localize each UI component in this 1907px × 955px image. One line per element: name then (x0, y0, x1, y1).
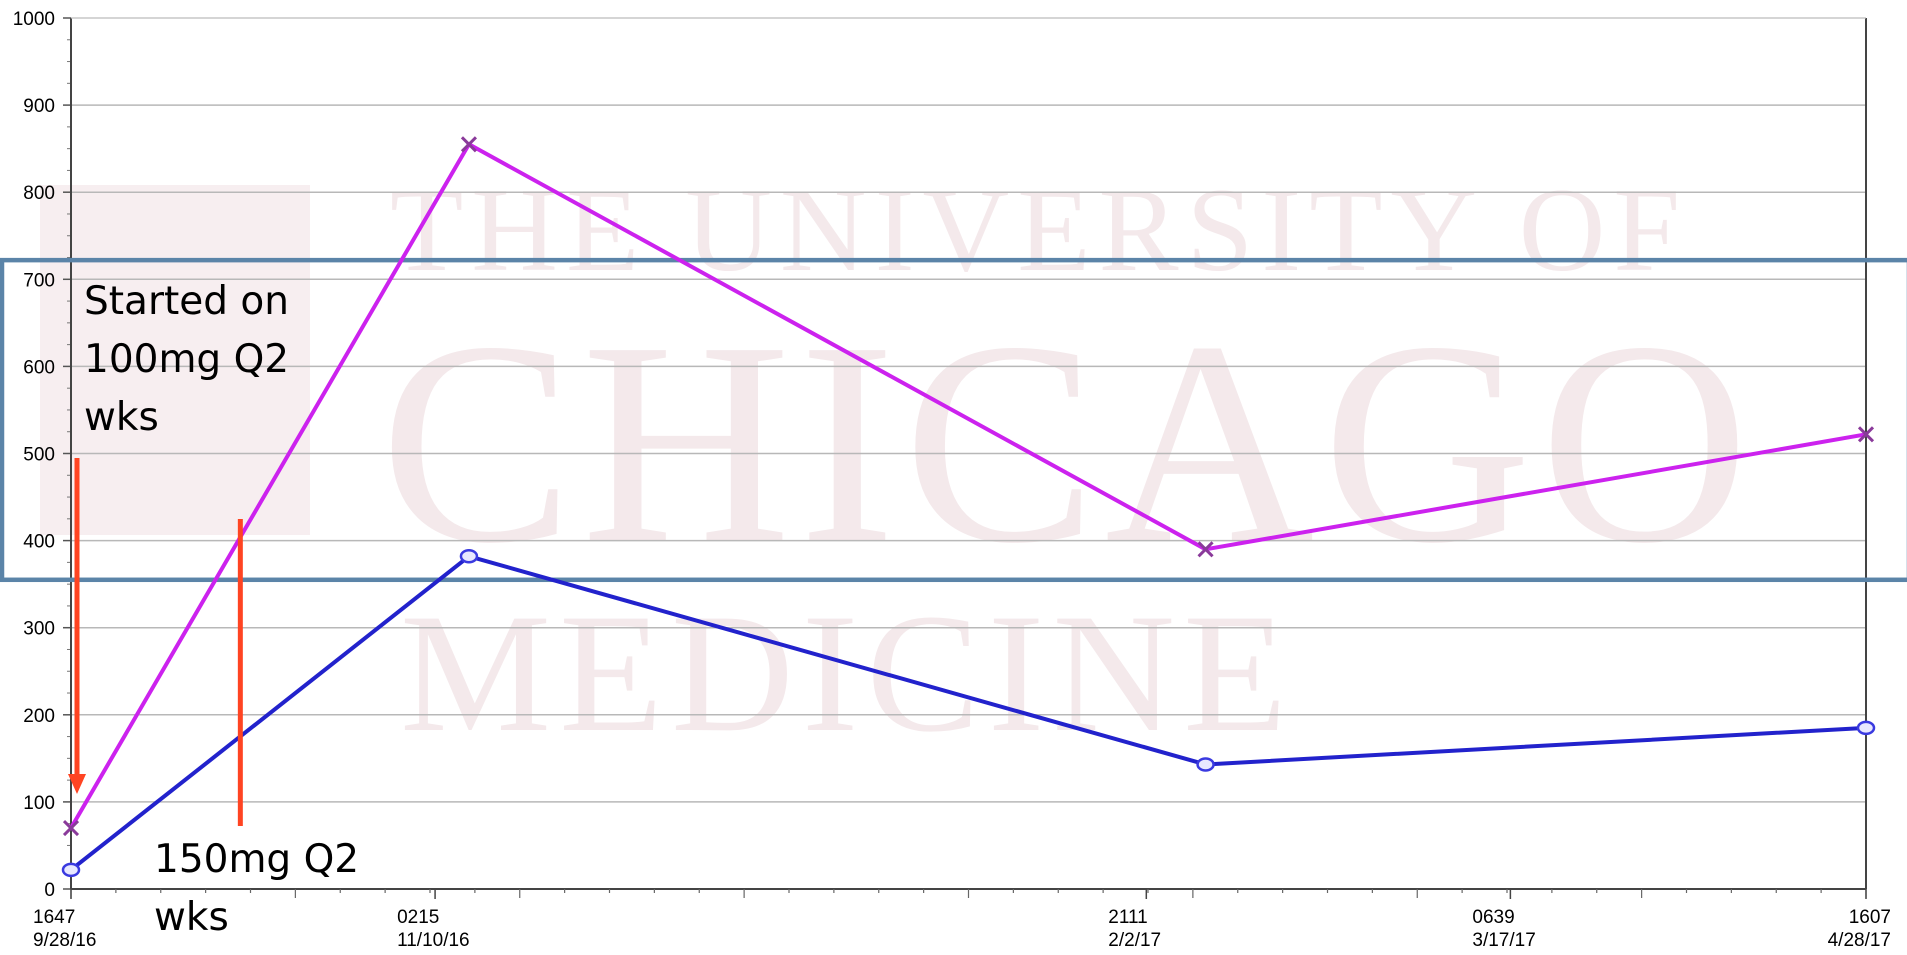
series-2-point (459, 549, 479, 564)
watermark-line-2: CHICAGO (380, 282, 1757, 603)
y-tick-label: 300 (23, 619, 55, 640)
x-tick-date-label: 11/10/16 (397, 930, 470, 951)
x-tick-time-label: 2111 (1108, 907, 1147, 928)
reference-band (0, 257, 1907, 583)
y-tick-label: 200 (23, 706, 55, 727)
series-line-1 (69, 142, 1867, 830)
y-tick-label: 600 (23, 357, 55, 378)
series-1-point (1197, 541, 1214, 558)
y-tick-label: 400 (23, 532, 55, 553)
axes: 0 100 200 300 400 500 600 700 800 900 1000 16479/28… (13, 9, 1891, 951)
watermark-line-3: MEDICINE (400, 579, 1295, 767)
watermark-line-1: THE UNIVERSITY OF (390, 163, 1688, 296)
y-tick-label: 700 (23, 270, 55, 291)
marker-stroke (1197, 541, 1214, 558)
reference-band-rect (0, 257, 1907, 583)
y-tick-label: 0 (44, 880, 55, 901)
annotations: Started on 100mg Q2 wks 150mg Q2 wks (68, 279, 359, 940)
x-tick-date-label: 3/17/17 (1472, 930, 1535, 951)
marker-stroke (1857, 426, 1875, 443)
x-tick-date-label: 2/2/17 (1108, 930, 1161, 951)
marker-stroke (460, 136, 478, 153)
x-tick-date-label: 4/28/17 (1828, 930, 1891, 951)
y-tick-label: 1000 (13, 9, 55, 30)
x-tick-time-label: 1607 (1849, 907, 1891, 928)
annotation-2-text: wks (154, 895, 229, 940)
y-tick-label: 900 (23, 96, 55, 117)
series-1-point (62, 819, 80, 837)
annotation-1-text: Started on (84, 279, 289, 324)
series-1-point (1857, 426, 1875, 443)
annotation-2-text: 150mg Q2 (154, 837, 359, 882)
x-tick-time-label: 1647 (33, 907, 75, 928)
x-tick-time-label: 0639 (1472, 907, 1514, 928)
series-layer (61, 136, 1876, 878)
watermark: THE UNIVERSITY OF CHICAGO MEDICINE (40, 163, 1757, 767)
x-tick-date-label: 9/28/16 (33, 930, 96, 951)
y-tick-label: 100 (23, 793, 55, 814)
annotation-1-text: 100mg Q2 (84, 337, 289, 382)
y-tick-label: 800 (23, 183, 55, 204)
series-line-2 (69, 554, 1867, 872)
x-tick-time-label: 0215 (397, 907, 439, 928)
watermark-crest (40, 185, 310, 535)
series-2-point (61, 862, 81, 878)
series-2-point (1856, 720, 1876, 736)
y-tick-label: 500 (23, 445, 55, 466)
annotation-1-arrow-head (68, 774, 86, 794)
annotation-1-text: wks (84, 395, 159, 440)
series-2-point (1196, 757, 1215, 772)
series-1-point (460, 136, 478, 153)
marker-stroke (62, 819, 80, 837)
